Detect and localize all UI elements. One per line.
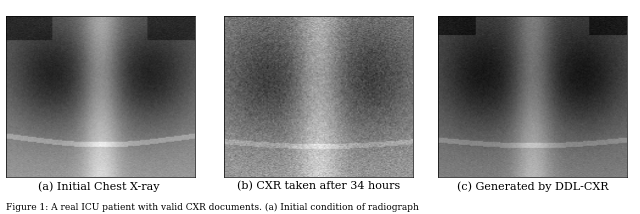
- Text: (b) CXR taken after 34 hours: (b) CXR taken after 34 hours: [237, 181, 401, 192]
- Text: (a) Initial Chest X-ray: (a) Initial Chest X-ray: [38, 181, 160, 192]
- Text: (c) Generated by DDL-CXR: (c) Generated by DDL-CXR: [458, 181, 609, 192]
- Text: Figure 1: A real ICU patient with valid CXR documents. (a) Initial condition of : Figure 1: A real ICU patient with valid …: [6, 203, 419, 212]
